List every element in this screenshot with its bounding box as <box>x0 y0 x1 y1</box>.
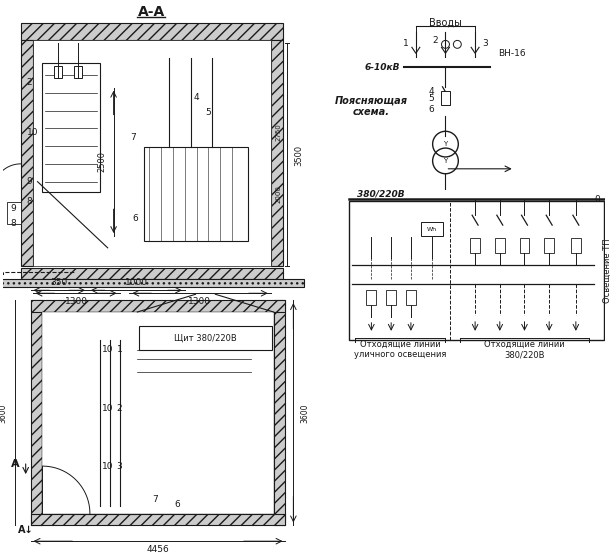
Text: 2: 2 <box>27 78 32 87</box>
Text: 1000: 1000 <box>125 278 148 287</box>
Text: 9: 9 <box>27 177 32 186</box>
Text: 4: 4 <box>194 93 199 102</box>
Text: Y: Y <box>443 141 448 147</box>
Text: 4456: 4456 <box>146 544 170 554</box>
Polygon shape <box>349 202 603 340</box>
Text: Щит 380/220В: Щит 380/220В <box>174 333 237 342</box>
Polygon shape <box>74 66 82 78</box>
Polygon shape <box>30 300 43 525</box>
Text: 380/220В: 380/220В <box>357 189 404 198</box>
Text: 6-10кВ: 6-10кВ <box>365 63 400 72</box>
Text: 3600: 3600 <box>301 403 310 423</box>
Polygon shape <box>271 40 282 265</box>
Text: Wh: Wh <box>426 227 437 231</box>
Text: 10: 10 <box>102 404 113 413</box>
Polygon shape <box>0 279 304 287</box>
Polygon shape <box>274 300 285 525</box>
Text: 8: 8 <box>10 218 16 227</box>
Polygon shape <box>120 40 129 265</box>
Text: 9: 9 <box>10 204 16 213</box>
Text: 2000: 2000 <box>276 185 282 203</box>
Text: Вводы: Вводы <box>429 17 462 27</box>
Text: 6: 6 <box>174 500 180 509</box>
Text: 10: 10 <box>27 128 38 137</box>
Text: 2: 2 <box>117 404 123 413</box>
Polygon shape <box>43 312 274 514</box>
Text: 3500: 3500 <box>294 144 303 166</box>
Polygon shape <box>21 40 32 265</box>
Text: 1: 1 <box>403 39 409 48</box>
Polygon shape <box>544 238 554 253</box>
Text: 5: 5 <box>429 94 434 103</box>
Text: 1300: 1300 <box>65 297 88 306</box>
Text: А↓: А↓ <box>18 525 34 535</box>
Text: 6: 6 <box>132 214 138 223</box>
Text: Отходящие линии
уличного освещения: Отходящие линии уличного освещения <box>354 340 447 360</box>
Text: 2: 2 <box>432 36 439 45</box>
Text: 2500: 2500 <box>97 151 106 172</box>
Polygon shape <box>21 22 282 40</box>
Polygon shape <box>406 290 416 305</box>
Polygon shape <box>21 268 282 279</box>
Text: 3: 3 <box>482 39 488 48</box>
Polygon shape <box>386 290 396 305</box>
Text: 4: 4 <box>429 87 434 96</box>
Polygon shape <box>127 312 137 514</box>
Text: Y: Y <box>443 158 448 164</box>
Text: 5: 5 <box>206 108 211 117</box>
Polygon shape <box>495 238 504 253</box>
Polygon shape <box>144 147 248 241</box>
Polygon shape <box>54 66 62 78</box>
Polygon shape <box>520 238 529 253</box>
Text: 350: 350 <box>51 278 68 287</box>
Text: 10: 10 <box>102 463 113 472</box>
Polygon shape <box>32 40 271 265</box>
Polygon shape <box>7 202 21 224</box>
Text: 3: 3 <box>117 463 123 472</box>
Text: 3600: 3600 <box>0 403 7 423</box>
Text: 7: 7 <box>131 133 136 142</box>
Text: Отходящие линии
380/220В: Отходящие линии 380/220В <box>484 340 565 360</box>
Polygon shape <box>440 91 450 105</box>
Text: Освещение ТП: Освещение ТП <box>603 238 610 303</box>
Polygon shape <box>571 238 581 253</box>
Text: 2750: 2750 <box>276 123 282 141</box>
Polygon shape <box>30 300 285 312</box>
Text: А-А: А-А <box>137 4 165 18</box>
Text: 1300: 1300 <box>188 297 211 306</box>
Polygon shape <box>367 290 376 305</box>
Text: 10: 10 <box>102 345 113 354</box>
Text: ВН-16: ВН-16 <box>498 49 525 58</box>
Polygon shape <box>470 238 480 253</box>
Text: 0: 0 <box>595 195 600 204</box>
Text: 8: 8 <box>27 197 32 206</box>
Polygon shape <box>421 222 442 236</box>
Text: Поясняющая
схема.: Поясняющая схема. <box>335 96 408 118</box>
Text: 6: 6 <box>429 105 434 114</box>
Polygon shape <box>139 326 271 349</box>
Text: 1: 1 <box>117 345 123 354</box>
Polygon shape <box>30 514 285 525</box>
Polygon shape <box>43 63 100 192</box>
Text: 7: 7 <box>152 495 158 504</box>
Text: А: А <box>10 459 19 469</box>
